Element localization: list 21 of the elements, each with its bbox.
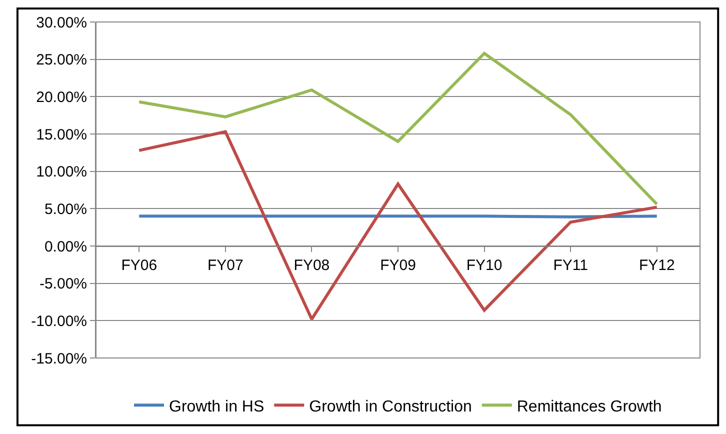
- x-tick-label: FY06: [121, 257, 158, 274]
- y-tick-label: 20.00%: [36, 88, 87, 106]
- x-tick-label: FY10: [466, 257, 502, 274]
- x-tick-label: FY08: [294, 257, 330, 274]
- line-series: [138, 52, 658, 206]
- y-tick-label: -5.00%: [39, 276, 87, 293]
- y-tick-label: -10.00%: [31, 312, 87, 330]
- x-tick-label: FY09: [380, 257, 416, 274]
- legend-label: Growth in Construction: [309, 398, 472, 416]
- y-tick-label: 5.00%: [44, 200, 87, 218]
- legend-label: Remittances Growth: [516, 398, 662, 416]
- y-tick-label: 30.00%: [36, 14, 87, 32]
- y-tick-label: -15.00%: [31, 350, 87, 368]
- x-tick-label: FY12: [638, 257, 675, 274]
- y-tick-label: 0.00%: [44, 238, 87, 256]
- y-tick-label: 25.00%: [36, 52, 87, 69]
- y-tick-label: 10.00%: [36, 164, 87, 181]
- x-tick-label: FY11: [553, 257, 588, 274]
- y-tick-label: 15.00%: [36, 126, 87, 144]
- legend-label: Growth in HS: [169, 398, 264, 416]
- x-tick-label: FY07: [208, 257, 244, 274]
